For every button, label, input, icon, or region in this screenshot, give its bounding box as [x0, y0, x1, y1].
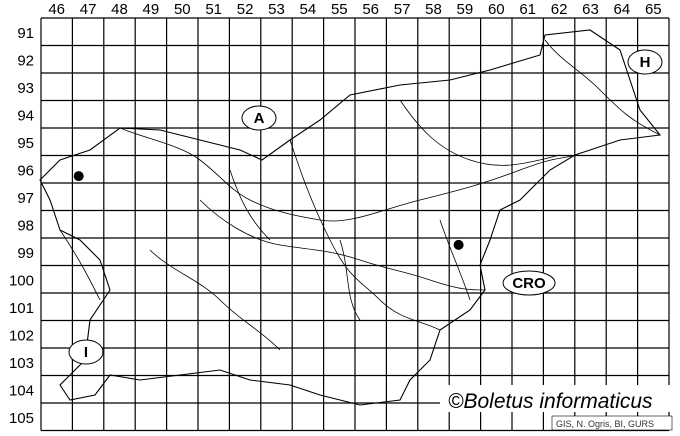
row-label: 96: [17, 162, 34, 179]
credit-box: [551, 415, 673, 431]
country-label-oval: [68, 339, 104, 365]
row-label: 100: [9, 272, 34, 289]
row-label: 101: [9, 300, 34, 317]
column-label: 61: [519, 1, 536, 18]
row-label: 91: [17, 25, 34, 42]
country-border: [39, 29, 662, 406]
copyright-text: ©Boletus informaticus: [448, 390, 653, 413]
row-labels: 91 92 93 94 95 96 97 98 99 100 101 102 103 104 105: [9, 25, 34, 427]
column-label: 47: [80, 1, 97, 18]
record-dots: [73, 171, 464, 250]
column-label: 60: [488, 1, 505, 18]
row-label: 92: [17, 52, 34, 69]
country-label-hungary: H: [640, 54, 651, 71]
column-label: 52: [237, 1, 254, 18]
column-label: 58: [425, 1, 442, 18]
row-label: 99: [17, 245, 34, 262]
column-label: 62: [551, 1, 568, 18]
record-dot: [73, 171, 84, 182]
rivers: [59, 39, 661, 351]
country-label-italy: I: [84, 344, 88, 361]
column-label: 49: [143, 1, 160, 18]
column-label: 56: [362, 1, 379, 18]
row-label: 93: [17, 80, 34, 97]
column-labels: 46 47 48 49 50 51 52 53 54 55 56 57 58 59 60 61 62 63 64 65: [48, 1, 661, 18]
column-label: 51: [205, 1, 222, 18]
column-label: 46: [48, 1, 65, 18]
row-label: 94: [17, 107, 34, 124]
row-label: 104: [9, 382, 34, 399]
row-label: 102: [9, 327, 34, 344]
grid-lines: [40, 17, 670, 432]
column-label: 53: [268, 1, 285, 18]
column-label: 50: [174, 1, 191, 18]
column-label: 65: [645, 1, 662, 18]
column-label: 57: [394, 1, 411, 18]
country-label-oval: [627, 49, 663, 75]
row-label: 95: [17, 135, 34, 152]
country-labels: A H CRO I: [68, 49, 663, 365]
column-label: 54: [300, 1, 317, 18]
record-dot: [453, 239, 464, 250]
column-label: 63: [582, 1, 599, 18]
country-label-oval: [502, 270, 556, 296]
row-label: 105: [9, 410, 34, 427]
country-label-croatia: CRO: [512, 275, 546, 292]
country-label-austria: A: [254, 110, 265, 127]
credit-text: GIS, N. Ogris, BI, GURS: [556, 419, 654, 429]
column-label: 59: [457, 1, 474, 18]
row-label: 98: [17, 217, 34, 234]
column-label: 55: [331, 1, 348, 18]
column-label: 64: [614, 1, 631, 18]
row-label: 103: [9, 355, 34, 372]
country-label-oval: [241, 105, 277, 131]
column-label: 48: [111, 1, 128, 18]
row-label: 97: [17, 190, 34, 207]
copyright-background: [440, 385, 672, 412]
